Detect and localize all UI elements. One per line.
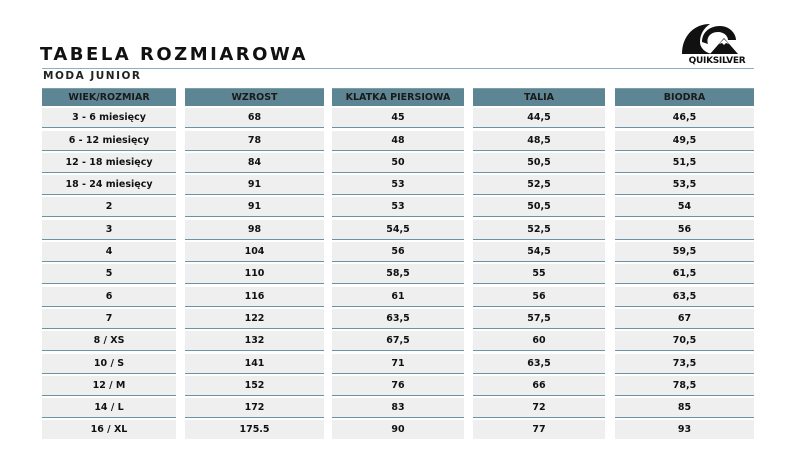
table-cell: 52,5: [473, 175, 605, 196]
table-cell: 104: [185, 242, 324, 263]
table-cell: 7: [42, 308, 176, 329]
table-cell: 68: [185, 108, 324, 129]
table-cell: 110: [185, 264, 324, 285]
table-cell: 132: [185, 331, 324, 352]
column-header-waist: TALIA: [473, 88, 605, 106]
table-cell: 84: [185, 152, 324, 173]
table-cell: 6: [42, 286, 176, 307]
table-cell: 49,5: [615, 130, 754, 151]
table-cell: 63,5: [332, 308, 464, 329]
page-title: TABELA ROZMIAROWA: [40, 44, 308, 65]
table-cell: 53: [332, 175, 464, 196]
table-cell: 72: [473, 398, 605, 419]
table-cell: 83: [332, 398, 464, 419]
table-cell: 91: [185, 175, 324, 196]
column-height: WZROST 68 78 84 91 91 98 104 110 116 122 132 141 152 1…: [185, 88, 324, 440]
table-cell: 172: [185, 398, 324, 419]
table-cell: 51,5: [615, 152, 754, 173]
column-age-size: WIEK/ROZMIAR 3 - 6 miesięcy 6 - 12 miesięc…: [42, 88, 176, 440]
table-cell: 55: [473, 264, 605, 285]
table-cell: 3: [42, 219, 176, 240]
table-cell: 141: [185, 353, 324, 374]
table-cell: 85: [615, 398, 754, 419]
column-hips: BIODRA 46,5 49,5 51,5 53,5 54 56 59,5 61,5 63,5 67…: [615, 88, 754, 440]
table-cell: 54: [615, 197, 754, 218]
table-cell: 59,5: [615, 242, 754, 263]
table-cell: 6 - 12 miesięcy: [42, 130, 176, 151]
table-cell: 8 / XS: [42, 331, 176, 352]
table-cell: 66: [473, 375, 605, 396]
table-cell: 63,5: [615, 286, 754, 307]
table-cell: 58,5: [332, 264, 464, 285]
table-cell: 63,5: [473, 353, 605, 374]
table-cell: 61: [332, 286, 464, 307]
column-chest: KLATKA PIERSIOWA 45 48 50 53 53 54,5 56 58,5 61 63…: [332, 88, 464, 440]
table-cell: 90: [332, 420, 464, 440]
table-cell: 5: [42, 264, 176, 285]
table-cell: 91: [185, 197, 324, 218]
table-cell: 46,5: [615, 108, 754, 129]
table-cell: 50,5: [473, 197, 605, 218]
table-cell: 56: [615, 219, 754, 240]
column-header-chest: KLATKA PIERSIOWA: [332, 88, 464, 106]
table-cell: 12 - 18 miesięcy: [42, 152, 176, 173]
table-cell: 71: [332, 353, 464, 374]
table-cell: 3 - 6 miesięcy: [42, 108, 176, 129]
table-cell: 14 / L: [42, 398, 176, 419]
table-cell: 52,5: [473, 219, 605, 240]
table-cell: 53,5: [615, 175, 754, 196]
table-cell: 57,5: [473, 308, 605, 329]
table-cell: 50,5: [473, 152, 605, 173]
table-cell: 116: [185, 286, 324, 307]
table-cell: 122: [185, 308, 324, 329]
table-cell: 16 / XL: [42, 420, 176, 440]
logo-text: QUIKSILVER: [688, 56, 746, 66]
table-cell: 78: [185, 130, 324, 151]
column-header-hips: BIODRA: [615, 88, 754, 106]
title-divider: [42, 68, 754, 69]
table-cell: 60: [473, 331, 605, 352]
table-cell: 45: [332, 108, 464, 129]
table-cell: 61,5: [615, 264, 754, 285]
table-cell: 98: [185, 219, 324, 240]
table-cell: 44,5: [473, 108, 605, 129]
table-cell: 67: [615, 308, 754, 329]
table-cell: 50: [332, 152, 464, 173]
table-cell: 67,5: [332, 331, 464, 352]
table-cell: 48: [332, 130, 464, 151]
table-cell: 93: [615, 420, 754, 440]
table-cell: 48,5: [473, 130, 605, 151]
table-cell: 12 / M: [42, 375, 176, 396]
table-cell: 152: [185, 375, 324, 396]
table-cell: 175.5: [185, 420, 324, 440]
table-cell: 73,5: [615, 353, 754, 374]
table-cell: 18 - 24 miesięcy: [42, 175, 176, 196]
table-cell: 78,5: [615, 375, 754, 396]
table-cell: 53: [332, 197, 464, 218]
table-cell: 4: [42, 242, 176, 263]
table-cell: 10 / S: [42, 353, 176, 374]
table-cell: 56: [473, 286, 605, 307]
table-cell: 54,5: [332, 219, 464, 240]
table-cell: 77: [473, 420, 605, 440]
quiksilver-logo: [682, 24, 738, 54]
page-subtitle: MODA JUNIOR: [43, 70, 142, 82]
table-cell: 54,5: [473, 242, 605, 263]
column-header-height: WZROST: [185, 88, 324, 106]
table-cell: 70,5: [615, 331, 754, 352]
table-cell: 2: [42, 197, 176, 218]
table-cell: 56: [332, 242, 464, 263]
column-header-age-size: WIEK/ROZMIAR: [42, 88, 176, 106]
table-cell: 76: [332, 375, 464, 396]
column-waist: TALIA 44,5 48,5 50,5 52,5 50,5 52,5 54,5 55 56 57,…: [473, 88, 605, 440]
